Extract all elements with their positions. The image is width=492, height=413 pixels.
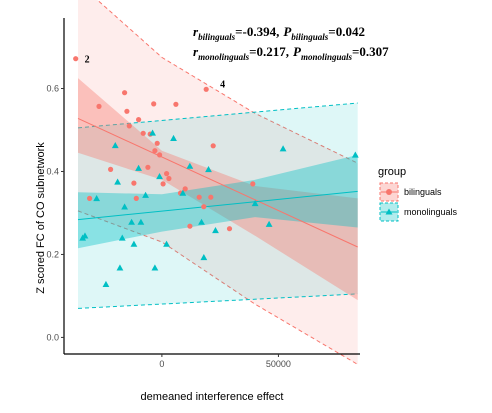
prediction-upper-monolinguals	[77, 102, 358, 129]
y-tick-label-2: 0.4	[46, 166, 59, 176]
y-tick-label-0: 0.0	[46, 332, 59, 342]
point-bilinguals-10	[145, 164, 151, 170]
point-monolinguals-5	[114, 178, 122, 185]
point-monolinguals-10	[130, 240, 138, 247]
point-monolinguals-9	[128, 218, 135, 225]
point-monolinguals-19	[179, 189, 187, 196]
point-bilinguals-23	[196, 194, 202, 200]
point-bilinguals-7	[133, 195, 139, 201]
prediction-lower-monolinguals	[77, 293, 358, 309]
point-monolinguals-26	[265, 220, 273, 227]
fit-line-bilinguals	[77, 117, 358, 248]
point-monolinguals-4	[111, 141, 119, 149]
point-bilinguals-6	[131, 180, 137, 186]
point-bilinguals-12	[151, 101, 157, 107]
point-bilinguals-13	[152, 148, 158, 154]
point-monolinguals-22	[200, 253, 208, 261]
point-monolinguals-23	[205, 166, 212, 173]
point-monolinguals-17	[163, 240, 170, 247]
point-bilinguals-21	[182, 186, 188, 192]
point-bilinguals-17	[164, 171, 170, 177]
point-monolinguals-28	[351, 151, 359, 158]
point-bilinguals-3	[122, 90, 128, 96]
point-monolinguals-2	[93, 195, 101, 202]
prediction-upper-bilinguals	[96, 0, 358, 164]
legend-label-bilinguals: bilinguals	[404, 187, 442, 197]
point-monolinguals-24	[212, 226, 219, 234]
point-monolinguals-11	[135, 164, 142, 171]
point-bilinguals-22	[187, 223, 193, 229]
point-monolinguals-20	[186, 162, 194, 169]
point-label-4: 4	[220, 79, 225, 90]
x-axis-title: demeaned interference effect	[141, 391, 284, 403]
point-bilinguals-29	[250, 181, 256, 187]
point-bilinguals-24	[201, 204, 207, 210]
x-tick-label-0: 0	[159, 359, 164, 369]
point-bilinguals-19	[173, 101, 179, 107]
point-bilinguals-28	[226, 226, 233, 232]
point-monolinguals-27	[279, 145, 287, 152]
point-bilinguals-8	[136, 117, 142, 123]
point-monolinguals-3	[102, 280, 110, 288]
point-bilinguals-26	[208, 194, 214, 200]
point-monolinguals-12	[137, 218, 145, 225]
point-monolinguals-8	[121, 203, 128, 210]
point-monolinguals-13	[142, 191, 149, 198]
prediction-lower-bilinguals	[77, 210, 358, 365]
point-bilinguals-2	[108, 166, 114, 172]
point-bilinguals-16	[160, 181, 166, 187]
point-monolinguals-16	[156, 173, 163, 180]
point-bilinguals-4	[124, 108, 130, 114]
data-points	[73, 56, 359, 288]
point-bilinguals-27	[210, 143, 216, 149]
legend: group bilinguals monolinguals	[378, 166, 458, 222]
point-monolinguals-18	[170, 134, 177, 142]
stats-line-monolinguals: rmonolinguals=0.217, Pmonolinguals=0.307	[193, 44, 389, 62]
legend-key-monolinguals	[379, 202, 399, 222]
point-bilinguals-15	[157, 152, 163, 158]
y-tick-label-1: 0.2	[46, 249, 59, 259]
point-monolinguals-21	[198, 218, 205, 225]
legend-key-bilinguals	[379, 182, 399, 202]
point-monolinguals-15	[151, 264, 159, 271]
point-bilinguals-9	[140, 130, 146, 136]
point-monolinguals-6	[116, 264, 124, 271]
point-bilinguals-30	[87, 195, 93, 201]
legend-title: group	[378, 166, 406, 178]
point-bilinguals-5	[126, 123, 132, 129]
regression-lines	[77, 117, 358, 248]
point-bilinguals-0	[73, 56, 79, 62]
point-monolinguals-14	[149, 129, 156, 136]
y-tick-label-3: 0.6	[46, 84, 59, 94]
point-bilinguals-18	[166, 175, 172, 182]
confidence-band-monolinguals	[78, 154, 358, 249]
point-bilinguals-25	[203, 86, 209, 92]
point-monolinguals-1	[81, 232, 89, 239]
y-axis-title: Z scored FC of CO subnetwork	[35, 142, 47, 294]
fit-line-monolinguals	[77, 190, 358, 221]
axes: 0.0 0.2 0.4 0.6 0 50000	[46, 18, 360, 369]
stats-line-bilinguals: rbilinguals=-0.394, Pbilinguals=0.042	[193, 24, 365, 42]
point-bilinguals-1	[96, 103, 102, 109]
x-tick-label-1: 50000	[266, 359, 291, 369]
point-monolinguals-25	[251, 200, 259, 207]
point-monolinguals-7	[118, 234, 126, 241]
point-bilinguals-14	[154, 140, 160, 146]
confidence-band-bilinguals	[78, 78, 358, 301]
legend-label-monolinguals: monolinguals	[404, 207, 458, 217]
point-label-2: 2	[85, 55, 90, 66]
